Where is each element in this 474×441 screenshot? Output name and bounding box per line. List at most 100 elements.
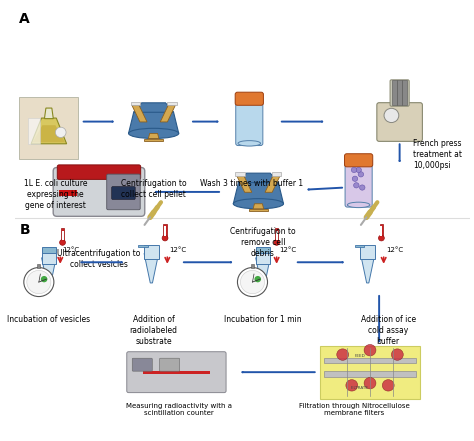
Circle shape — [354, 183, 359, 188]
Bar — [360, 245, 375, 259]
Bar — [392, 79, 397, 105]
Bar — [164, 226, 166, 236]
Bar — [275, 228, 278, 243]
Text: FEED: FEED — [355, 354, 365, 359]
Circle shape — [356, 167, 361, 172]
Text: Centrifugation to
collect cell pellet: Centrifugation to collect cell pellet — [121, 179, 186, 199]
Text: Wash 3 times with buffer 1: Wash 3 times with buffer 1 — [200, 179, 303, 188]
FancyBboxPatch shape — [132, 358, 152, 371]
Polygon shape — [360, 254, 375, 283]
Polygon shape — [233, 182, 283, 204]
FancyBboxPatch shape — [325, 358, 416, 363]
Bar — [255, 247, 270, 254]
Circle shape — [346, 380, 358, 391]
Circle shape — [60, 239, 65, 245]
Polygon shape — [134, 103, 173, 112]
Circle shape — [273, 239, 280, 245]
Polygon shape — [237, 176, 252, 192]
Polygon shape — [236, 172, 245, 176]
Bar — [255, 249, 270, 264]
FancyBboxPatch shape — [127, 352, 226, 392]
Polygon shape — [265, 176, 280, 192]
Text: FILTRATE: FILTRATE — [351, 386, 369, 390]
FancyBboxPatch shape — [57, 165, 141, 179]
Bar — [144, 245, 159, 259]
Bar — [275, 231, 278, 240]
Circle shape — [337, 349, 348, 360]
Text: Addition of ice
cold assay
buffer: Addition of ice cold assay buffer — [361, 315, 416, 346]
Polygon shape — [33, 125, 65, 142]
FancyBboxPatch shape — [325, 371, 416, 377]
Circle shape — [240, 270, 264, 294]
Bar — [251, 264, 254, 268]
Text: B: B — [19, 223, 30, 237]
Bar — [62, 231, 64, 240]
Text: Addition of
radiolabeled
substrate: Addition of radiolabeled substrate — [129, 315, 178, 346]
Ellipse shape — [128, 128, 179, 138]
Circle shape — [351, 167, 357, 172]
Text: Incubation for 1 min: Incubation for 1 min — [224, 315, 302, 324]
Bar — [37, 264, 40, 268]
Text: Filtration through Nitrocellulose
membrane filters: Filtration through Nitrocellulose membra… — [299, 403, 410, 416]
FancyBboxPatch shape — [235, 92, 264, 105]
FancyBboxPatch shape — [112, 187, 135, 199]
Polygon shape — [145, 138, 163, 141]
Bar — [380, 224, 383, 238]
Polygon shape — [249, 209, 268, 211]
Polygon shape — [167, 101, 177, 105]
Polygon shape — [355, 245, 364, 247]
Circle shape — [384, 108, 399, 123]
Bar — [42, 247, 56, 254]
Polygon shape — [128, 112, 179, 134]
Polygon shape — [45, 108, 53, 119]
FancyBboxPatch shape — [19, 97, 79, 159]
Circle shape — [364, 344, 376, 356]
Polygon shape — [144, 254, 159, 283]
Ellipse shape — [347, 202, 370, 208]
Polygon shape — [28, 118, 40, 144]
Text: 12°C: 12°C — [170, 247, 187, 254]
Bar — [143, 371, 210, 374]
Circle shape — [162, 235, 168, 241]
Circle shape — [41, 276, 47, 282]
Bar — [61, 228, 64, 243]
Ellipse shape — [233, 198, 283, 209]
Bar — [163, 224, 167, 238]
FancyBboxPatch shape — [236, 97, 263, 146]
Text: 12°C: 12°C — [279, 247, 296, 254]
Circle shape — [352, 176, 358, 181]
Circle shape — [378, 235, 384, 241]
Ellipse shape — [238, 141, 261, 146]
Polygon shape — [148, 134, 159, 138]
FancyBboxPatch shape — [390, 80, 409, 106]
Text: A: A — [19, 11, 30, 26]
Text: Centrifugation to
remove cell
debris: Centrifugation to remove cell debris — [230, 227, 296, 258]
Bar — [402, 79, 407, 105]
Polygon shape — [42, 258, 56, 288]
Text: 12°C: 12°C — [63, 247, 80, 254]
Circle shape — [360, 185, 365, 190]
Circle shape — [358, 172, 364, 177]
Text: Measuring radioactivity with a
scintillation counter: Measuring radioactivity with a scintilla… — [126, 403, 232, 416]
Text: 12°C: 12°C — [386, 247, 403, 254]
Circle shape — [255, 276, 261, 282]
Circle shape — [383, 380, 394, 391]
Polygon shape — [238, 173, 278, 183]
Circle shape — [237, 268, 267, 296]
FancyBboxPatch shape — [377, 103, 422, 142]
FancyBboxPatch shape — [160, 358, 180, 371]
Circle shape — [55, 127, 66, 138]
Polygon shape — [272, 172, 282, 176]
Bar — [380, 226, 383, 236]
Polygon shape — [255, 258, 270, 288]
Text: French press
treatment at
10,000psi: French press treatment at 10,000psi — [413, 139, 462, 170]
Circle shape — [24, 268, 54, 296]
Text: 1L E. coli culture
expressing the
gene of interest: 1L E. coli culture expressing the gene o… — [24, 179, 87, 210]
FancyBboxPatch shape — [107, 174, 140, 210]
Bar — [397, 79, 402, 105]
Circle shape — [364, 377, 376, 389]
Text: Ultracentrifugation to
collect vesicles: Ultracentrifugation to collect vesicles — [57, 249, 141, 269]
FancyBboxPatch shape — [320, 346, 420, 399]
Polygon shape — [138, 245, 148, 247]
FancyBboxPatch shape — [53, 168, 145, 217]
